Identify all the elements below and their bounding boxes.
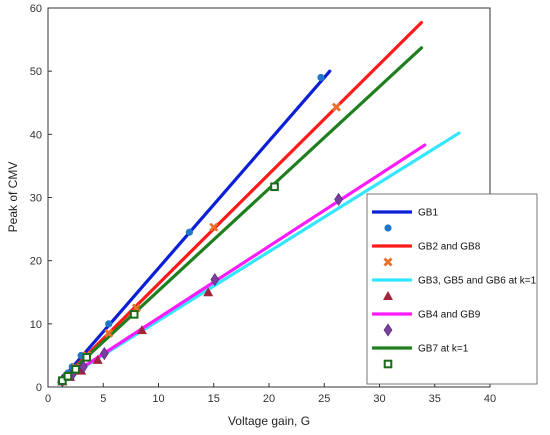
series-line-gb2-and-gb8 [57,20,424,385]
legend-label-gb1: GB1 [418,208,438,219]
x-tick-label: 30 [373,393,385,405]
legend-label-gb7-at-k-1: GB7 at k=1 [418,344,469,355]
x-axis-title: Voltage gain, G [228,414,310,428]
legend-marker-gb1 [384,224,392,232]
legend-marker-gb7-at-k-1 [383,359,393,369]
y-tick-label: 60 [30,3,42,15]
data-point-gb1 [105,320,113,328]
legend: GB1 GB2 and GB8 GB3, GB5 and GB6 at k=1 GB4… [366,193,538,385]
data-point-gb7-at-k-1 [58,376,67,385]
data-point-gb2-and-gb8 [104,328,114,338]
data-point-gb2-and-gb8 [331,102,341,112]
x-tick-label: 5 [100,393,106,405]
y-tick-label: 50 [30,66,42,78]
series-line-gb1 [57,69,332,385]
data-point-gb4-and-gb9 [99,346,109,361]
legend-marker-gb2-and-gb8 [383,257,393,267]
series-lines [57,20,461,385]
data-point-gb1 [185,228,194,236]
data-point-gb7-at-k-1 [270,182,279,192]
data-point-gb4-and-gb9 [334,192,343,206]
legend-label-gb3-gb5-and-gb6-at-k-1: GB3, GB5 and GB6 at k=1 [418,276,537,287]
series-line-gb7-at-k-1 [57,46,424,385]
x-tick-label: 20 [263,393,275,405]
data-points [57,73,343,388]
x-tick-label: 10 [152,393,164,405]
x-tick-label: 25 [318,393,330,405]
series-line-gb4-and-gb9 [57,143,427,385]
legend-label-gb4-and-gb9: GB4 and GB9 [418,310,481,321]
y-tick-label: 0 [36,382,42,394]
data-point-gb7-at-k-1 [63,371,73,381]
legend-marker-gb3-gb5-and-gb6-at-k-1 [383,291,393,300]
y-axis-title: Peak of CMV [6,162,20,233]
data-point-gb4-and-gb9 [210,273,220,287]
y-tick-label: 20 [30,256,42,268]
legend-label-gb2-and-gb8: GB2 and GB8 [418,242,481,253]
legend-box [366,193,538,385]
data-point-gb3-gb5-and-gb6-at-k-1 [203,287,214,297]
data-point-gb3-gb5-and-gb6-at-k-1 [136,325,147,335]
data-point-gb1 [317,73,325,82]
y-tick-label: 10 [30,319,42,331]
data-point-gb7-at-k-1 [82,353,91,362]
data-point-gb7-at-k-1 [129,310,139,319]
x-tick-label: 0 [45,393,51,405]
data-point-gb4-and-gb9 [78,360,88,374]
data-point-gb2-and-gb8 [209,222,219,232]
x-tick-label: 40 [484,393,496,405]
x-axis-ticks: 0 5 10 15 20 25 30 35 40 [45,383,496,405]
data-point-gb7-at-k-1 [71,365,80,374]
data-point-gb3-gb5-and-gb6-at-k-1 [92,354,103,364]
y-tick-label: 30 [30,193,42,205]
x-tick-label: 35 [429,393,441,405]
y-tick-label: 40 [30,129,42,141]
x-tick-label: 15 [208,393,220,405]
y-axis-ticks: 0 10 20 30 40 50 60 [30,3,52,394]
legend-marker-gb4-and-gb9 [383,323,393,337]
